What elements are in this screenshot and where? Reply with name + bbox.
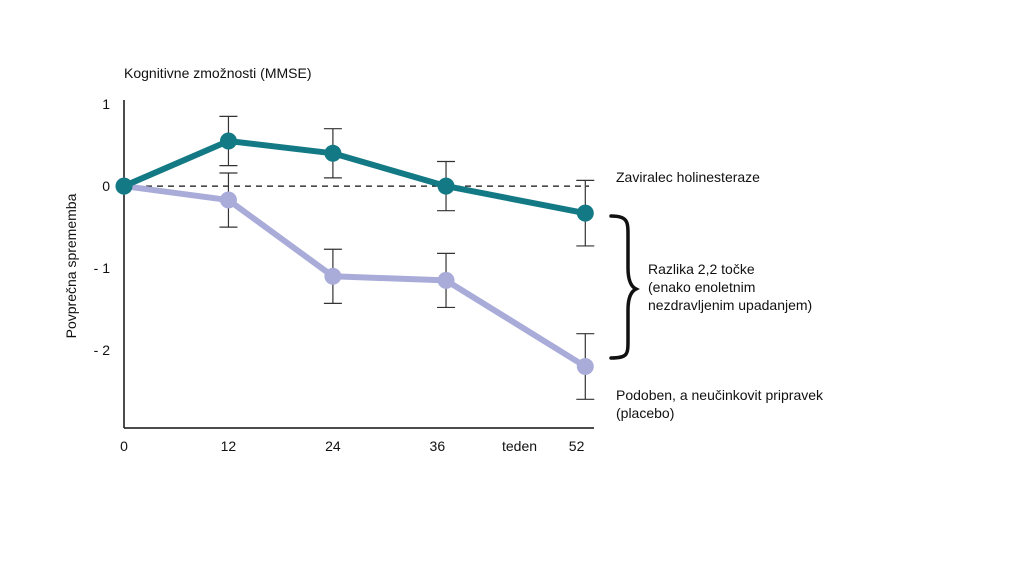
chart-title: Kognitivne zmožnosti (MMSE): [124, 65, 312, 81]
x-tick-label: 52: [569, 438, 585, 454]
y-tick-label: 0: [102, 178, 110, 194]
data-point: [576, 204, 594, 222]
x-tick-label: 12: [221, 438, 237, 454]
series-label: Podoben, a neučinkovit pripravek (placebo…: [616, 387, 824, 421]
data-point: [437, 271, 455, 289]
y-tick-label: 1: [102, 96, 110, 112]
data-point: [219, 132, 237, 150]
x-tick-label: 36: [430, 438, 446, 454]
data-point: [437, 177, 455, 195]
data-point: [324, 267, 342, 285]
series-inhibitor: [115, 115, 595, 247]
y-axis-label: Povprečna sprememba: [63, 193, 79, 338]
y-tick-label: - 1: [94, 260, 111, 276]
series-line: [121, 138, 589, 217]
data-point: [115, 177, 133, 195]
data-point: [576, 358, 594, 375]
x-tick-label: 24: [325, 438, 341, 454]
difference-brace: [609, 214, 640, 360]
difference-annotation: Razlika 2,2 točke (enako enoletnim nezdrav…: [648, 261, 812, 313]
series-label: Zaviralec holinesteraze: [616, 169, 760, 185]
x-tick-label: 0: [120, 438, 128, 454]
series-placebo: [115, 172, 595, 400]
y-tick-label: - 2: [94, 342, 111, 358]
data-point: [324, 144, 342, 162]
x-axis-label: teden: [502, 438, 537, 454]
series-line: [121, 183, 589, 370]
data-point: [219, 191, 237, 209]
